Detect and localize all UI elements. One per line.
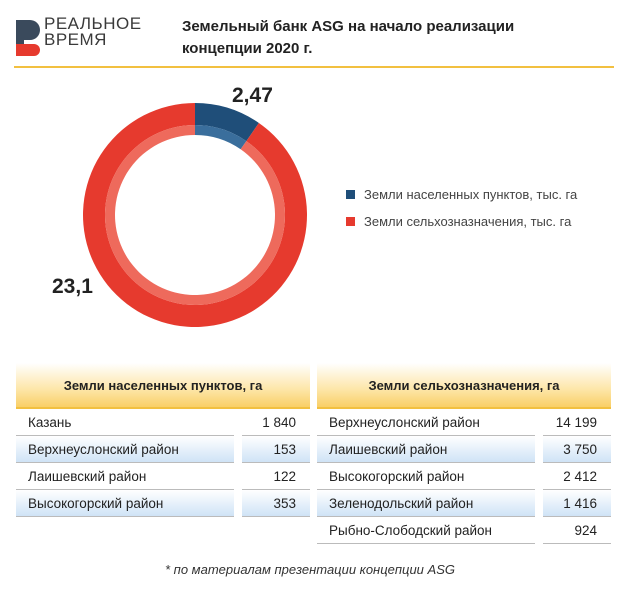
table-row: Лаишевский район 3 750 [317, 436, 611, 463]
data-label-1: 23,1 [52, 275, 93, 298]
table-row: Верхнеуслонский район 153 [16, 436, 310, 463]
table-agricultural-lands: Земли сельхозназначения, га Верхнеуслонс… [317, 363, 611, 544]
legend-swatch [346, 190, 355, 199]
table-header: Земли сельхозназначения, га [317, 363, 611, 409]
row-name: Лаишевский район [317, 436, 535, 463]
donut-chart [82, 103, 307, 327]
row-name: Верхнеуслонский район [317, 409, 535, 436]
table-row: Казань 1 840 [16, 409, 310, 436]
row-name: Рыбно-Слободский район [317, 517, 535, 544]
table-row: Высокогорский район 353 [16, 490, 310, 517]
legend-swatch [346, 217, 355, 226]
row-name: Лаишевский район [16, 463, 234, 490]
row-name: Казань [16, 409, 234, 436]
divider [14, 66, 614, 68]
table-row: Верхнеуслонский район 14 199 [317, 409, 611, 436]
row-value: 1 416 [543, 490, 611, 517]
table-row: Рыбно-Слободский район 924 [317, 517, 611, 544]
logo-icon [16, 20, 40, 56]
donut-slice-inner-0 [195, 125, 247, 150]
title-line1: Земельный банк ASG на начало реализации [182, 18, 515, 35]
table-header: Земли населенных пунктов, га [16, 363, 310, 409]
row-name: Верхнеуслонский район [16, 436, 234, 463]
legend-label: Земли населенных пунктов, тыс. га [364, 187, 578, 202]
legend-item-1: Земли сельхозназначения, тыс. га [346, 214, 571, 229]
legend-item-0: Земли населенных пунктов, тыс. га [346, 187, 577, 202]
data-label-0: 2,47 [232, 84, 273, 107]
legend-label: Земли сельхозназначения, тыс. га [364, 214, 572, 229]
title-line2: концепции 2020 г. [182, 40, 313, 57]
row-value: 153 [242, 436, 310, 463]
row-value: 3 750 [543, 436, 611, 463]
donut-slice-inner-1 [104, 125, 285, 306]
row-value: 353 [242, 490, 310, 517]
donut-slice-outer-0 [195, 103, 259, 142]
logo-line2: ВРЕМЯ [44, 30, 107, 49]
table-row: Зеленодольский район 1 416 [317, 490, 611, 517]
page-title: Земельный банк ASG на начало реализации … [182, 16, 582, 60]
row-value: 1 840 [242, 409, 310, 436]
row-name: Высокогорский район [16, 490, 234, 517]
logo-text: РЕАЛЬНОЕ ВРЕМЯ [44, 14, 142, 49]
row-name: Высокогорский район [317, 463, 535, 490]
row-name: Зеленодольский район [317, 490, 535, 517]
logo-line1: РЕАЛЬНОЕ [44, 14, 142, 33]
footnote: * по материалам презентации концепции AS… [165, 562, 455, 577]
row-value: 122 [242, 463, 310, 490]
row-value: 14 199 [543, 409, 611, 436]
table-row: Высокогорский район 2 412 [317, 463, 611, 490]
row-value: 924 [543, 517, 611, 544]
row-value: 2 412 [543, 463, 611, 490]
table-row: Лаишевский район 122 [16, 463, 310, 490]
donut-slice-outer-1 [82, 103, 307, 327]
table-settlement-lands: Земли населенных пунктов, га Казань 1 840… [16, 363, 310, 517]
